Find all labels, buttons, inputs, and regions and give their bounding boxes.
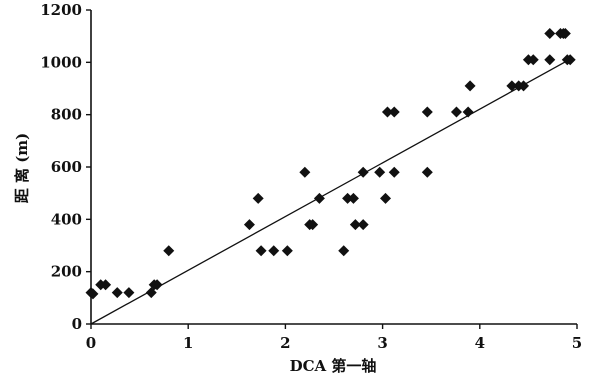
data-point	[388, 166, 400, 178]
data-point	[464, 80, 476, 92]
data-point	[506, 80, 518, 92]
data-point	[299, 166, 311, 178]
data-point	[544, 28, 556, 40]
data-point	[421, 166, 433, 178]
data-point	[462, 106, 474, 118]
x-tick-label: 3	[377, 334, 387, 352]
y-tick-label: 600	[51, 158, 82, 176]
data-point	[255, 245, 267, 257]
x-tick-label: 1	[183, 334, 193, 352]
data-point	[268, 245, 280, 257]
data-point	[388, 106, 400, 118]
data-point	[87, 288, 99, 300]
data-point	[252, 192, 264, 204]
x-axis-title: DCA 第一轴	[290, 357, 377, 375]
data-point	[349, 219, 361, 231]
data-point	[527, 54, 539, 66]
x-tick-label: 2	[280, 334, 290, 352]
trend-line	[90, 59, 570, 325]
y-tick-label: 1200	[40, 1, 82, 19]
data-point	[281, 245, 293, 257]
y-tick-label: 1000	[40, 53, 82, 71]
data-point	[357, 166, 369, 178]
data-point	[374, 166, 386, 178]
data-point	[111, 287, 123, 299]
data-point	[544, 54, 556, 66]
x-tick-label: 5	[572, 334, 582, 352]
x-tick-label: 4	[475, 334, 485, 352]
y-tick-label: 200	[51, 263, 82, 281]
data-point	[421, 106, 433, 118]
data-point	[100, 279, 112, 291]
data-point	[518, 80, 530, 92]
data-point	[357, 219, 369, 231]
data-point	[450, 106, 462, 118]
data-point	[380, 192, 392, 204]
data-point	[559, 28, 571, 40]
x-tick-label: 0	[86, 334, 96, 352]
data-point	[347, 192, 359, 204]
data-point	[338, 245, 350, 257]
y-tick-label: 0	[72, 315, 82, 333]
y-tick-label: 800	[51, 106, 82, 124]
data-point	[342, 192, 354, 204]
data-point	[243, 219, 255, 231]
data-point	[381, 106, 393, 118]
data-point	[163, 245, 175, 257]
data-point	[313, 192, 325, 204]
plot-area: 0 1 2 3 4 5 0 200 400 600 800 1000 1200	[40, 1, 582, 352]
data-point	[564, 54, 576, 66]
y-tick-label: 400	[51, 210, 82, 228]
y-axis-title: 距 离 (m)	[13, 133, 31, 204]
data-point	[123, 287, 135, 299]
data-point	[151, 279, 163, 291]
data-point	[307, 219, 319, 231]
